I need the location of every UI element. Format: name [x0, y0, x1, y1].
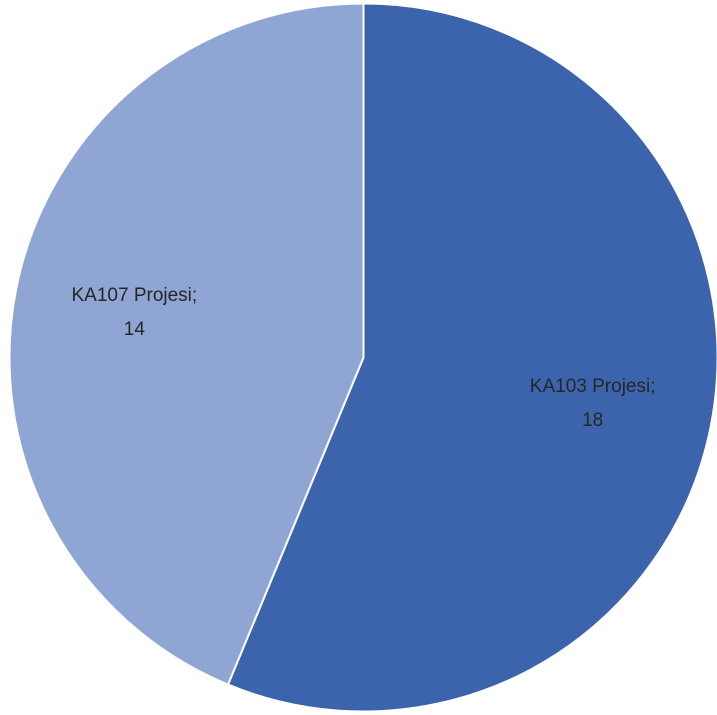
data-value-ka107-projesi: 14 — [124, 319, 146, 340]
data-label-ka103-projesi: KA103 Projesi; — [530, 376, 656, 397]
data-value-ka103-projesi: 18 — [582, 410, 603, 431]
pie-slice-ka107-projesi — [8, 2, 365, 686]
pie-data-labels: KA103 Projesi; 18 KA107 Projesi; 14 — [72, 285, 656, 431]
pie-slice-ka103-projesi — [226, 2, 717, 713]
pie-slices — [8, 2, 717, 713]
data-label-ka107-projesi: KA107 Projesi; — [72, 285, 198, 306]
